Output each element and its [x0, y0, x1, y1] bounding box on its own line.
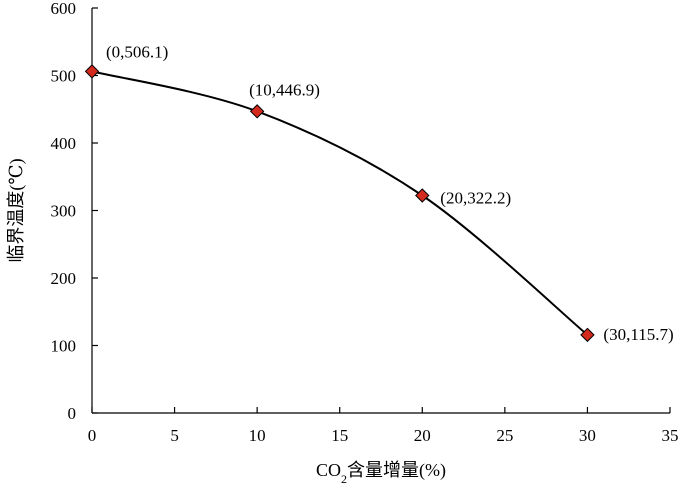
y-tick-label: 600	[51, 0, 77, 18]
y-tick-label: 200	[51, 269, 77, 288]
data-point-label: (10,446.9)	[249, 80, 320, 99]
y-tick-label: 0	[68, 404, 77, 423]
x-tick-label: 0	[88, 426, 97, 445]
data-point-marker	[580, 327, 595, 343]
data-point-marker	[84, 64, 100, 79]
y-tick-label: 300	[51, 202, 77, 221]
data-markers	[84, 64, 595, 343]
data-labels: (0,506.1) (10,446.9) (20,322.2) (30,115.7)	[106, 42, 674, 344]
x-axis-ticks: 0 5 10 15 20 25 30 35	[88, 407, 679, 445]
x-tick-label: 5	[170, 426, 179, 445]
data-point-marker	[249, 104, 265, 119]
trend-curve	[91, 70, 589, 336]
data-point-marker	[415, 188, 430, 203]
axes	[91, 8, 670, 414]
subscript: 2	[341, 472, 347, 484]
x-tick-label: 20	[414, 426, 431, 445]
trend-curve-layer	[91, 70, 589, 336]
data-point-label: (20,322.2)	[440, 189, 511, 208]
x-tick-label: 10	[249, 426, 266, 445]
data-point-label: (0,506.1)	[106, 42, 168, 61]
y-tick-label: 400	[51, 134, 77, 153]
y-axis-ticks: 0 100 200 300 400 500 600	[51, 0, 98, 423]
x-tick-label: 35	[662, 426, 679, 445]
y-tick-label: 100	[51, 337, 77, 356]
y-tick-label: 500	[51, 67, 77, 86]
data-point-label: (30,115.7)	[603, 325, 673, 344]
x-tick-label: 25	[496, 426, 513, 445]
y-axis-title: 临界温度(℃)	[6, 158, 27, 262]
x-tick-label: 15	[331, 426, 348, 445]
x-axis-title: CO2含量增量(%)	[316, 460, 446, 484]
x-tick-label: 30	[579, 426, 596, 445]
